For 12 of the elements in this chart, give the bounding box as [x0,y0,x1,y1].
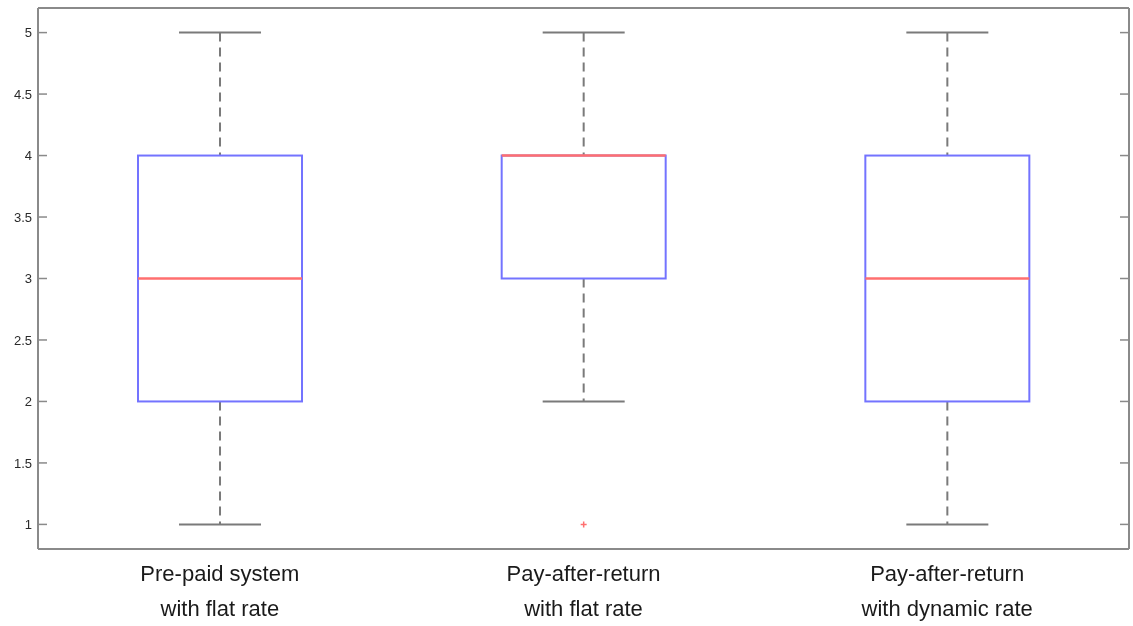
y-tick-label: 1 [24,517,32,533]
y-tick-label: 4.5 [13,86,32,102]
y-tick-label: 3.5 [13,209,32,225]
y-tick-label: 4 [24,148,32,164]
y-tick-label: 2 [24,394,32,410]
x-tick-label: Pay-after-return with flat rate [506,561,661,621]
y-tick-label: 5 [24,25,32,41]
y-tick-label: 3 [24,271,32,287]
y-tick-label: 2.5 [13,332,32,348]
x-tick-label: Pay-after-return with dynamic rate [860,561,1033,621]
y-tick-label: 1.5 [13,455,32,471]
x-tick-label: Pre-paid system with flat rate [140,561,300,621]
